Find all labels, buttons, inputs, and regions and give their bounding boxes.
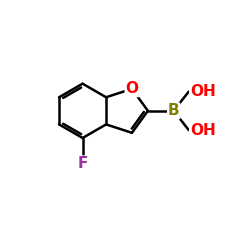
- Text: O: O: [126, 81, 138, 96]
- Text: F: F: [78, 156, 88, 171]
- Text: OH: OH: [190, 84, 216, 99]
- Text: OH: OH: [190, 122, 216, 138]
- Text: B: B: [168, 103, 179, 118]
